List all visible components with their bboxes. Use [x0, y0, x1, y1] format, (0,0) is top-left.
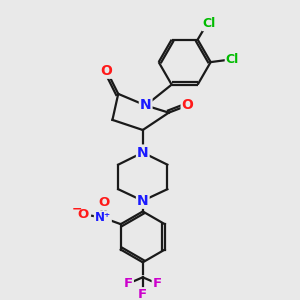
- Text: O: O: [78, 208, 89, 221]
- Text: N⁺: N⁺: [95, 211, 111, 224]
- Text: O: O: [182, 98, 194, 112]
- Text: O: O: [101, 64, 112, 78]
- Text: F: F: [138, 288, 147, 300]
- Text: Cl: Cl: [226, 53, 239, 66]
- Text: F: F: [153, 277, 162, 290]
- Text: O: O: [99, 196, 110, 209]
- Text: N: N: [137, 194, 148, 208]
- Text: F: F: [124, 277, 133, 290]
- Text: Cl: Cl: [202, 17, 216, 30]
- Text: N: N: [137, 146, 148, 160]
- Text: −: −: [72, 202, 82, 216]
- Text: N: N: [140, 98, 152, 112]
